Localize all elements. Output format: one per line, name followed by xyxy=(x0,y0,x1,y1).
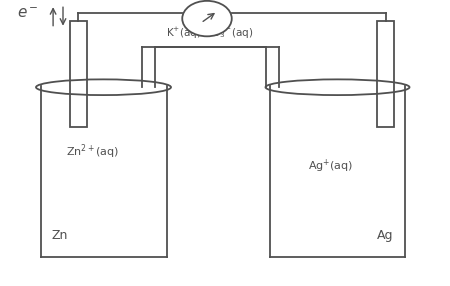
Bar xyxy=(377,21,394,127)
Text: Ag$^{+}$(aq): Ag$^{+}$(aq) xyxy=(308,157,353,174)
Ellipse shape xyxy=(182,1,232,36)
Text: e$^-$: e$^-$ xyxy=(17,6,39,21)
Text: K$^{+}$(aq) NO$_{3}$$^{-}$(aq): K$^{+}$(aq) NO$_{3}$$^{-}$(aq) xyxy=(166,26,253,41)
Text: Ag: Ag xyxy=(377,229,394,242)
Text: Zn$^{2+}$(aq): Zn$^{2+}$(aq) xyxy=(66,142,119,161)
Text: Zn: Zn xyxy=(52,229,68,242)
Bar xyxy=(70,21,87,127)
